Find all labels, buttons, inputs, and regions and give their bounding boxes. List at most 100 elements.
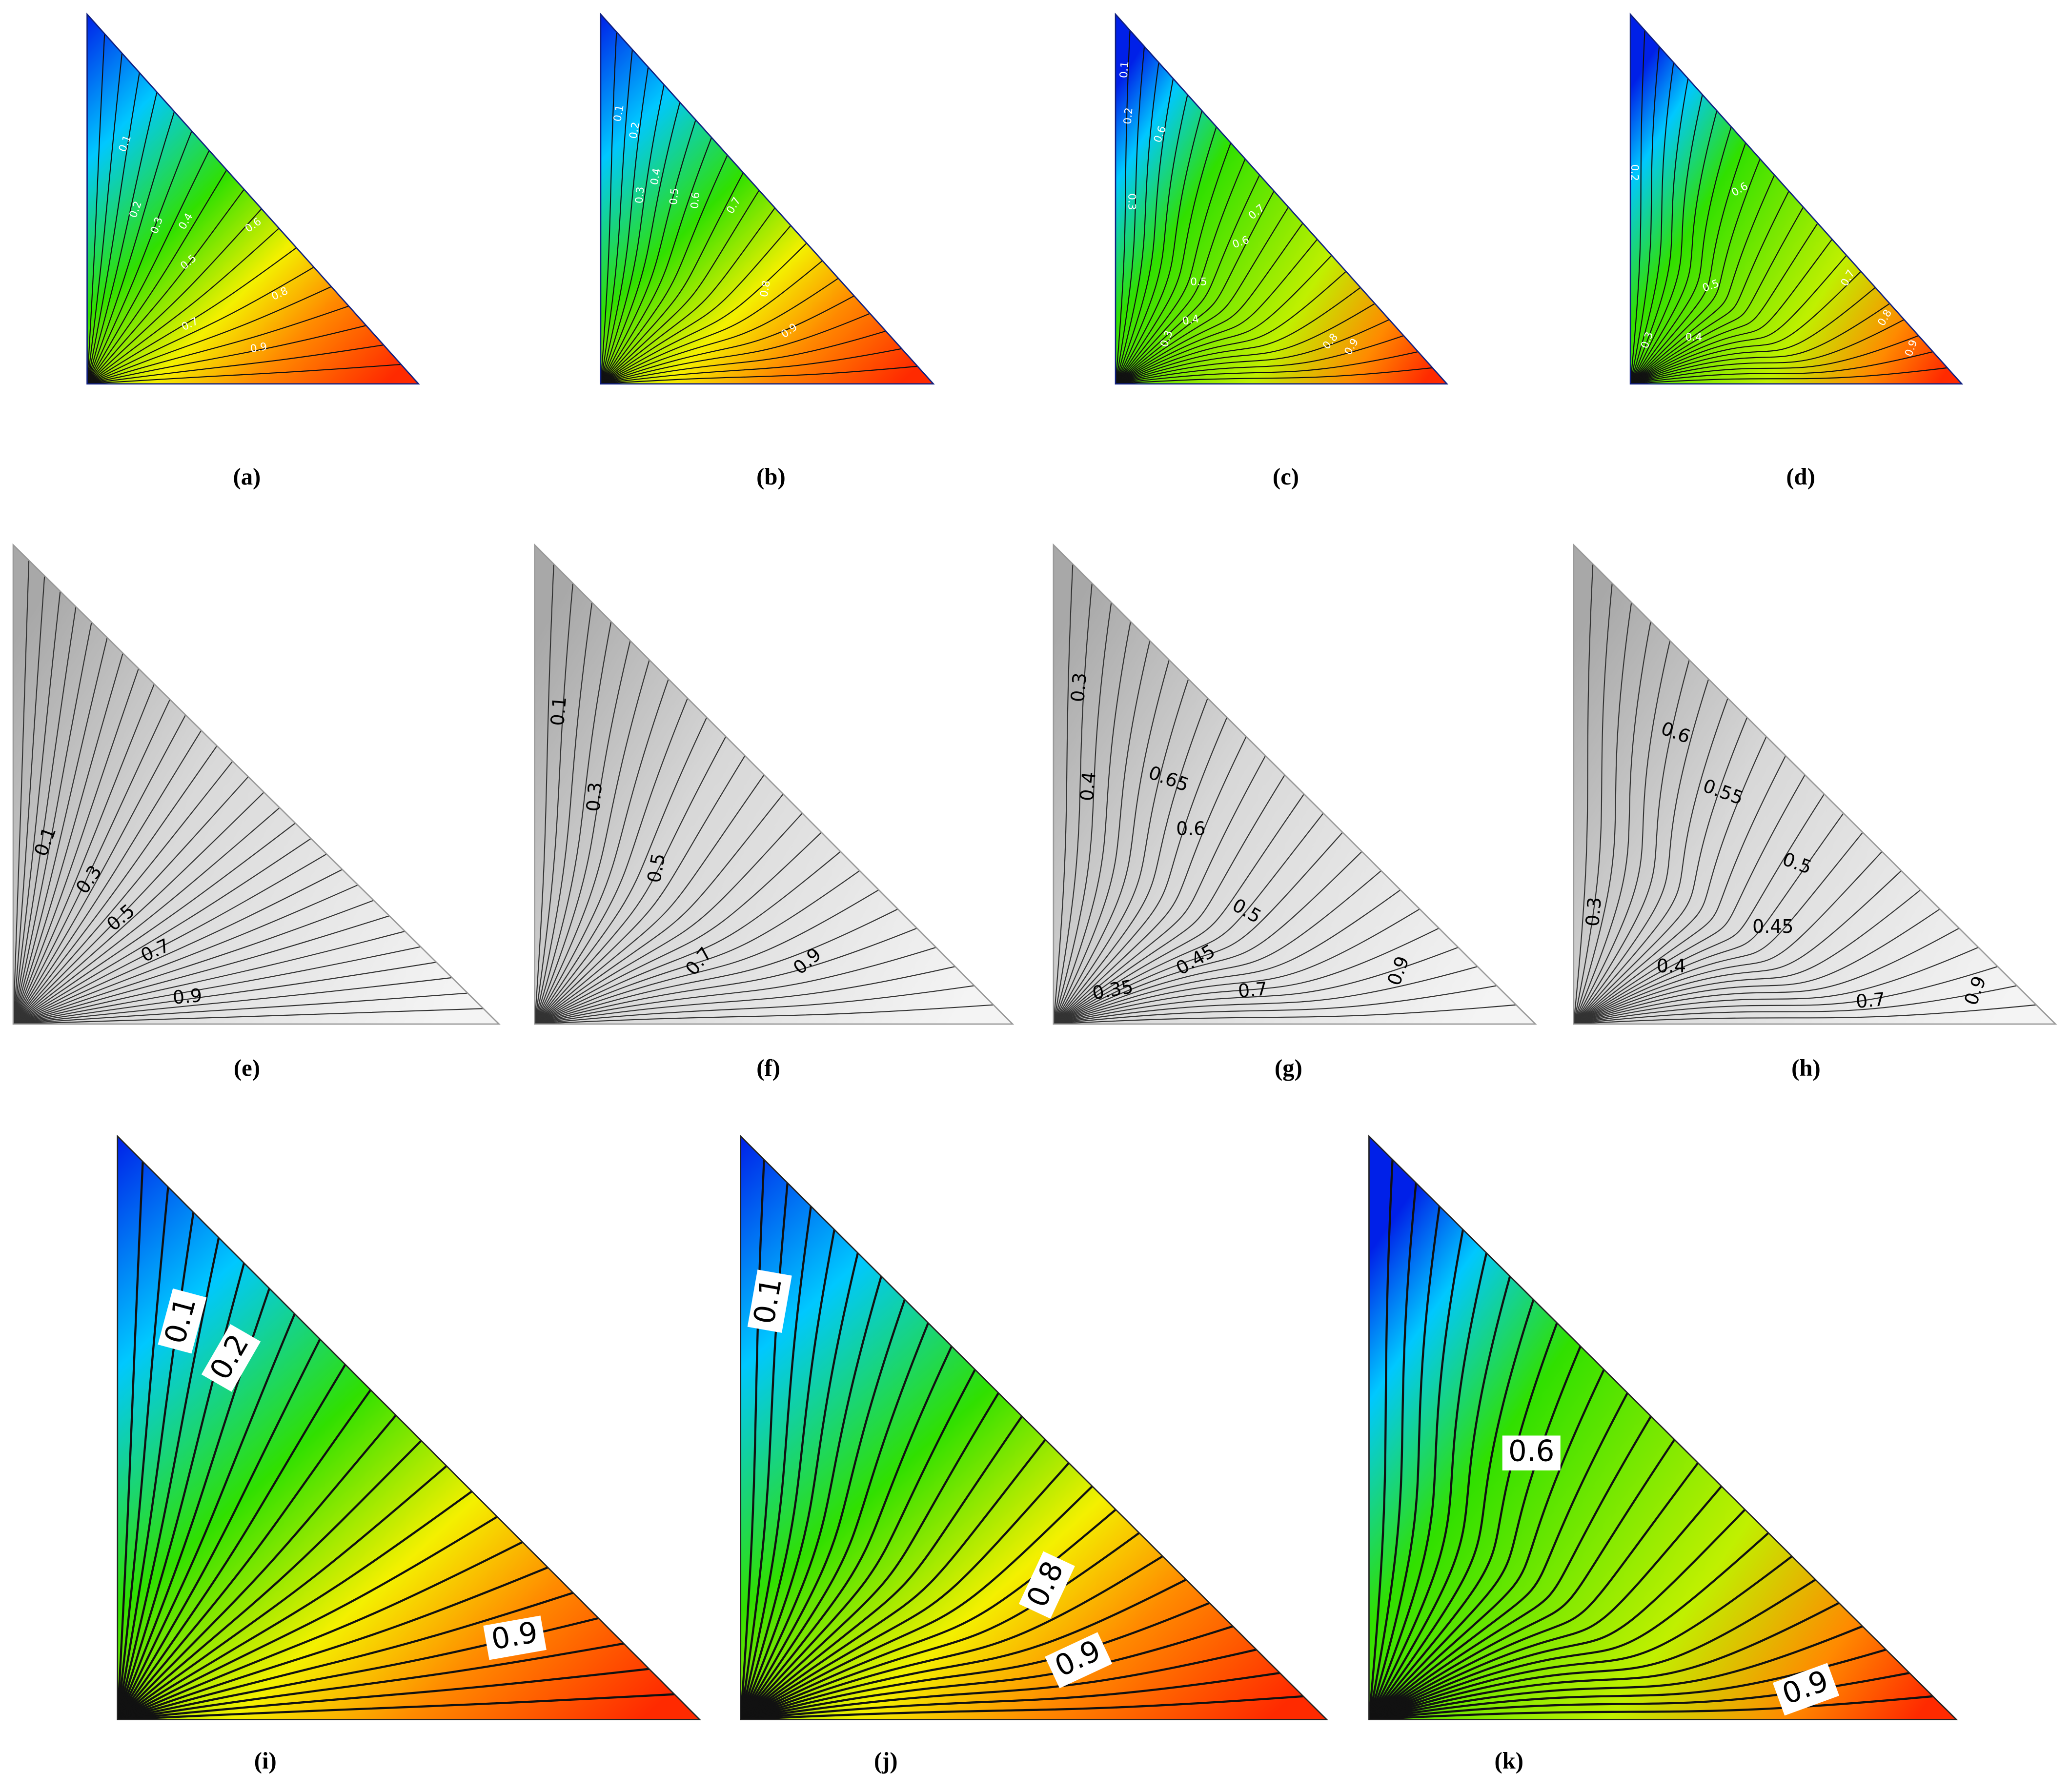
- contour-line: [87, 150, 210, 384]
- contour-line: [87, 34, 105, 384]
- contour-line: [13, 992, 468, 1024]
- contour-line: [1116, 239, 1318, 384]
- contour-line: [87, 363, 401, 384]
- contour-line: [117, 1414, 397, 1720]
- contour-line: [1573, 851, 1883, 1024]
- contour-label-group: 0.2: [1628, 164, 1641, 181]
- contour-line: [740, 1625, 1234, 1720]
- panel-caption: (b): [756, 463, 786, 490]
- contour-line: [1053, 583, 1093, 1024]
- contour-line: [117, 1515, 498, 1720]
- contour-line: [600, 137, 712, 384]
- contour-line: [13, 653, 123, 1024]
- contour-line: [1369, 1625, 1863, 1720]
- panel-caption: (f): [756, 1055, 780, 1081]
- contour-label: 0.1: [611, 104, 627, 122]
- contour-line: [1573, 927, 1960, 1024]
- contour-line: [600, 84, 665, 384]
- contour-line: [600, 295, 854, 384]
- contour-line: [1116, 222, 1303, 384]
- contour-line: [117, 1668, 649, 1720]
- contour-line: [1630, 351, 1933, 384]
- contour-line: [1369, 1392, 1629, 1720]
- contour-label: 0.7: [1237, 978, 1268, 1002]
- contour-line: [1053, 813, 1324, 1024]
- panel-caption: (c): [1273, 463, 1299, 490]
- contour-label: 0.1: [547, 696, 570, 727]
- contour-line: [740, 1299, 906, 1720]
- contour-line: [1630, 30, 1645, 384]
- contour-line: [740, 1159, 765, 1720]
- panel-outline: [740, 1134, 1329, 1720]
- panel-outline: [1053, 543, 1537, 1025]
- contour-line: [534, 564, 554, 1024]
- contour-line: [1116, 287, 1361, 384]
- contour-line: [740, 1252, 859, 1720]
- contour-label: 0.2: [1122, 107, 1136, 124]
- contour-line: [13, 745, 218, 1024]
- contour-line: [1630, 222, 1818, 384]
- contour-line: [13, 977, 452, 1024]
- panel-outline: [1629, 12, 1964, 385]
- panel-outline: [534, 543, 1015, 1025]
- contour-line: [1573, 946, 1979, 1024]
- contour-label: 0.9: [489, 1615, 540, 1656]
- contour-line: [87, 228, 280, 384]
- contour-line: [1116, 335, 1404, 384]
- contour-line: [1116, 319, 1390, 384]
- contour-lines: [534, 564, 994, 1024]
- contour-lines: [1116, 30, 1433, 384]
- contour-label-group: 0.4: [1181, 313, 1200, 328]
- contour-line: [1053, 774, 1285, 1024]
- contour-label: 0.1: [1118, 61, 1132, 79]
- contour-line: [600, 102, 681, 384]
- contour-line: [1369, 1206, 1441, 1720]
- contour-lines: [1630, 30, 1948, 384]
- contour-line: [534, 583, 574, 1024]
- contour-line: [600, 67, 649, 384]
- contour-line: [117, 1465, 447, 1720]
- contour-line: [1573, 698, 1728, 1024]
- contour-line: [13, 576, 45, 1024]
- contour-line: [1053, 736, 1247, 1024]
- contour-line: [1053, 870, 1382, 1024]
- contour-line: [1053, 564, 1074, 1024]
- contour-line: [87, 111, 175, 384]
- contour-label-group: 0.3: [633, 186, 647, 204]
- panel-outline: [1368, 1134, 1958, 1720]
- contour-line: [534, 946, 936, 1024]
- contour-line: [87, 286, 332, 384]
- contour-line: [600, 348, 902, 384]
- contour-label: 0.5: [1190, 276, 1207, 288]
- contour-line: [1369, 1509, 1746, 1720]
- contour-line: [600, 313, 871, 384]
- contour-line: [1053, 927, 1440, 1024]
- panel-caption: (h): [1791, 1055, 1821, 1081]
- contour-line: [600, 49, 633, 384]
- contour-line: [1369, 1578, 1816, 1720]
- contour-line: [600, 207, 775, 384]
- contour-line: [1369, 1485, 1723, 1720]
- contour-line: [1573, 813, 1844, 1024]
- contour-label: 0.3: [1067, 672, 1091, 703]
- contour-line: [1116, 255, 1332, 384]
- contour-line: [1053, 889, 1401, 1024]
- contour-line: [534, 679, 669, 1024]
- contour-line: [1053, 698, 1208, 1024]
- contour-line: [13, 714, 186, 1024]
- contour-line: [87, 131, 192, 384]
- contour-label: 0.3: [582, 781, 606, 812]
- contour-lines: [117, 1161, 675, 1720]
- panel-outline: [117, 1134, 702, 1720]
- panel-outline: [86, 12, 420, 385]
- contour-line: [117, 1642, 624, 1720]
- contour-line: [1116, 351, 1419, 384]
- contour-label-group: 0.2: [627, 121, 642, 140]
- contour-line: [1369, 1439, 1676, 1720]
- contour-label: 0.7: [1855, 988, 1886, 1012]
- contour-lines: [87, 34, 401, 384]
- contour-line: [740, 1229, 836, 1720]
- contour-label: 0.5: [643, 852, 670, 885]
- contour-line: [1116, 110, 1203, 384]
- contour-line: [740, 1415, 1023, 1720]
